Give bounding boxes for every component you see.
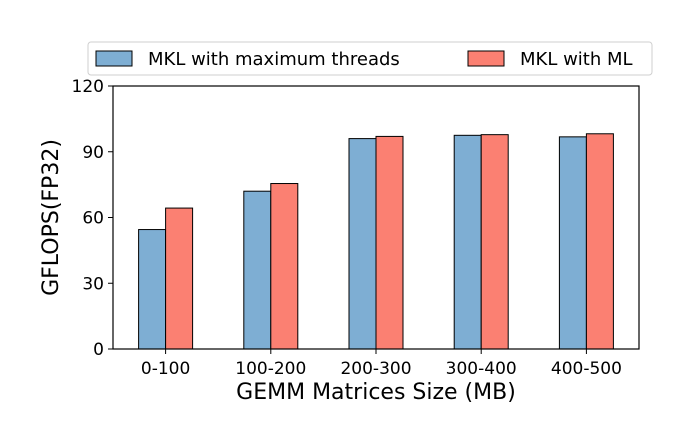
y-tick-label: 30	[82, 274, 104, 294]
y-tick-label: 0	[93, 340, 104, 360]
legend-swatch-max-threads	[95, 50, 133, 67]
bar-max-threads-0-100	[138, 229, 167, 350]
y-tick-label: 120	[72, 77, 104, 97]
legend: MKL with maximum threads MKL with ML	[87, 41, 653, 76]
x-axis-title: GEMM Matrices Size (MB)	[236, 380, 516, 405]
x-axis: 0-100 100-200 200-300 300-400 400-500	[141, 349, 622, 379]
x-tick-label: 0-100	[141, 359, 190, 379]
bar-max-threads-300-400	[453, 134, 482, 350]
bar-max-threads-400-500	[558, 136, 587, 350]
bar-ml-400-500	[585, 133, 614, 350]
bar-max-threads-100-200	[243, 190, 272, 350]
legend-label-ml: MKL with ML	[520, 49, 633, 70]
bar-ml-100-200	[270, 183, 299, 350]
y-tick-label: 60	[82, 209, 104, 229]
x-tick-label: 400-500	[551, 359, 622, 379]
x-tick-label: 300-400	[446, 359, 517, 379]
legend-box	[87, 41, 653, 76]
x-tick-label: 200-300	[340, 359, 411, 379]
y-tick-label: 90	[82, 143, 104, 163]
legend-label-max-threads: MKL with maximum threads	[148, 49, 400, 70]
legend-swatch-ml	[467, 50, 505, 67]
bar-ml-300-400	[480, 134, 509, 350]
bar-ml-200-300	[375, 135, 404, 350]
bar-ml-0-100	[165, 207, 194, 350]
y-axis: 0 30 60 90 120	[72, 77, 113, 360]
bars-group	[138, 133, 614, 350]
x-tick-label: 100-200	[235, 359, 306, 379]
y-axis-title: GFLOPS(FP32)	[39, 139, 64, 296]
bar-max-threads-200-300	[348, 138, 377, 350]
